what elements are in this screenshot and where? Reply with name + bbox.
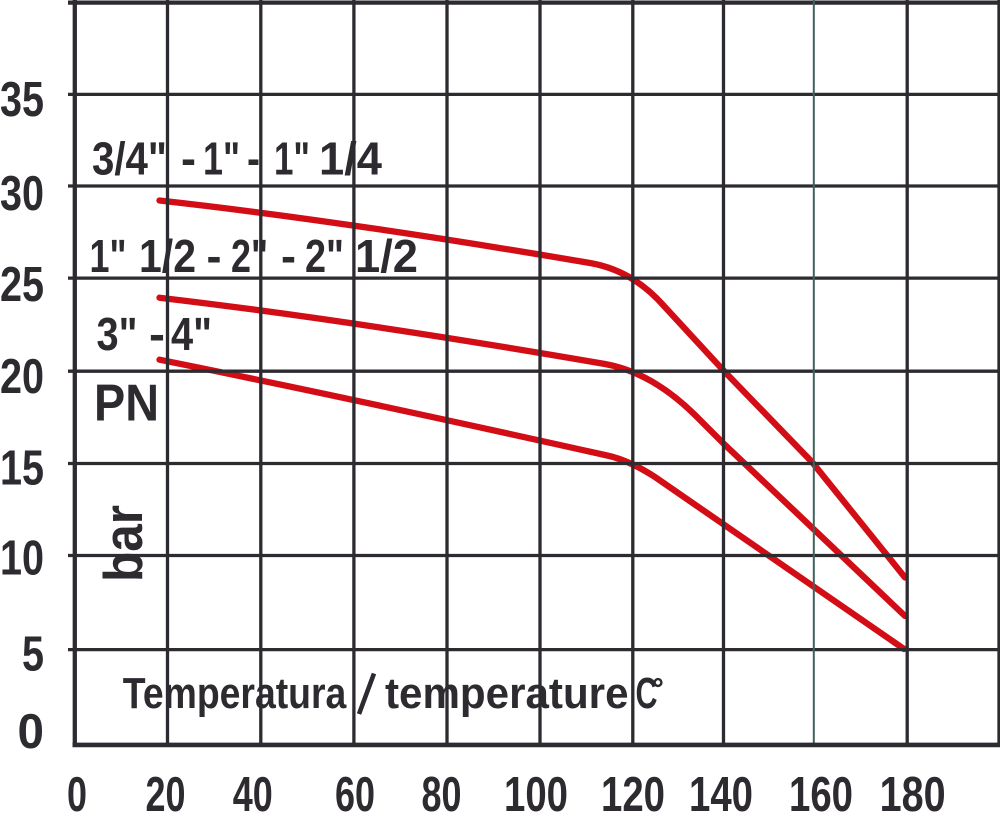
svg-text:0: 0	[18, 705, 45, 759]
svg-text:-: -	[281, 230, 296, 282]
svg-text:0: 0	[67, 768, 87, 813]
svg-text:1": 1"	[203, 133, 240, 185]
svg-text:C: C	[636, 669, 658, 718]
svg-text:1": 1"	[274, 133, 310, 185]
svg-text:120: 120	[601, 768, 665, 813]
svg-text:160: 160	[789, 768, 853, 813]
svg-text:15: 15	[0, 442, 44, 496]
svg-text:30: 30	[0, 167, 44, 221]
svg-text:35: 35	[0, 73, 44, 127]
svg-text:-: -	[207, 230, 222, 282]
svg-text:1/4: 1/4	[319, 133, 382, 185]
svg-text:Temperatura: Temperatura	[123, 669, 347, 718]
svg-text:80: 80	[422, 768, 462, 813]
svg-text:2": 2"	[231, 230, 268, 282]
svg-text:60: 60	[335, 768, 375, 813]
svg-text:180: 180	[880, 768, 946, 813]
svg-text:-: -	[247, 133, 260, 185]
svg-text:1": 1"	[90, 230, 127, 282]
svg-text:20: 20	[146, 768, 186, 813]
svg-text:1/2: 1/2	[139, 230, 196, 282]
svg-text:5: 5	[22, 628, 44, 682]
svg-text:40: 40	[233, 768, 273, 813]
svg-text:1/2: 1/2	[355, 230, 418, 282]
svg-text:100: 100	[504, 768, 568, 813]
svg-text:25: 25	[0, 258, 44, 312]
svg-text:3": 3"	[97, 308, 138, 360]
svg-text:PN: PN	[94, 375, 159, 433]
svg-text:10: 10	[0, 532, 44, 586]
svg-text:bar: bar	[92, 505, 154, 582]
svg-text:-: -	[181, 133, 196, 185]
svg-text:20: 20	[0, 350, 44, 404]
svg-text:140: 140	[689, 768, 753, 813]
svg-text:-: -	[149, 308, 165, 360]
svg-text:2": 2"	[305, 230, 344, 282]
svg-text:3/4": 3/4"	[92, 133, 167, 185]
svg-text:4": 4"	[171, 308, 212, 360]
svg-text:temperature: temperature	[385, 669, 629, 718]
